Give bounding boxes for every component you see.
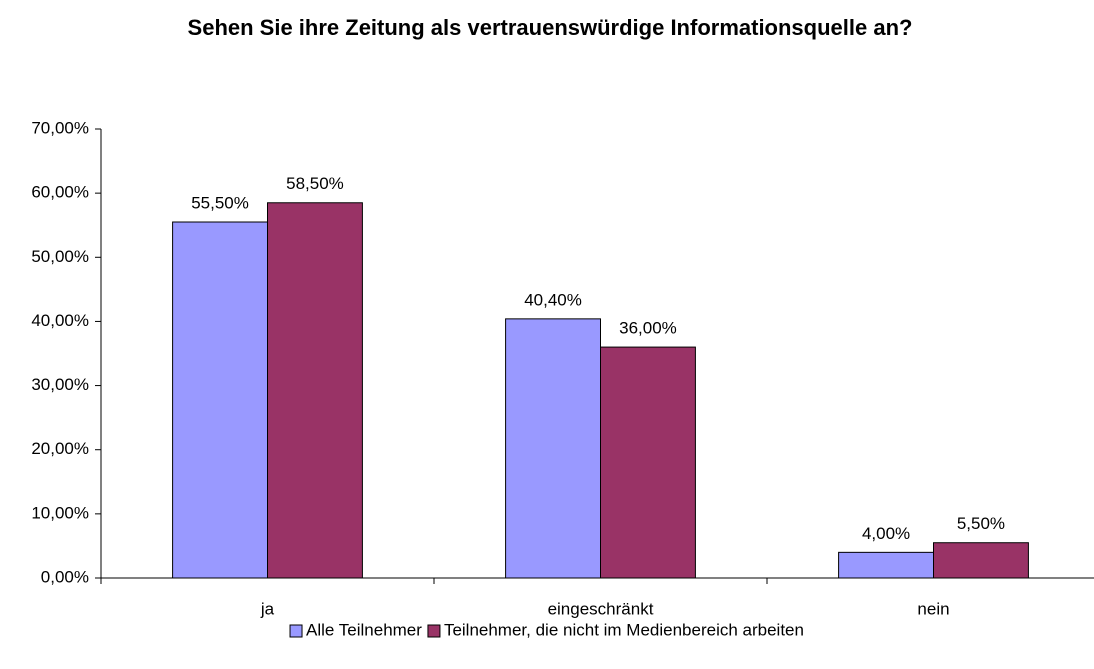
legend-label: Teilnehmer, die nicht im Medienbereich a… [444,620,804,639]
y-tick-label: 40,00% [31,311,89,330]
data-label: 5,50% [957,514,1005,533]
y-tick-label: 0,00% [41,567,89,586]
x-tick-label: eingeschränkt [548,599,654,618]
data-label: 55,50% [191,193,249,212]
legend-label: Alle Teilnehmer [306,620,422,639]
data-label: 4,00% [862,524,910,543]
bar [172,221,268,579]
y-tick-label: 10,00% [31,503,89,522]
data-label: 40,40% [524,290,582,309]
bar [267,202,363,579]
chart-title: Sehen Sie ihre Zeitung als vertrauenswür… [187,15,913,40]
y-tick-label: 20,00% [31,439,89,458]
bar [933,542,1029,579]
y-tick-label: 70,00% [31,118,89,137]
y-tick-label: 60,00% [31,183,89,202]
x-tick-label: nein [917,599,949,618]
data-label: 58,50% [286,174,344,193]
bar [505,318,601,579]
y-tick-label: 50,00% [31,247,89,266]
legend-swatch [427,624,441,638]
bar [838,551,934,579]
bar [600,346,696,579]
x-tick-label: ja [260,599,275,618]
legend-swatch [289,624,303,638]
data-label: 36,00% [619,319,677,338]
y-tick-label: 30,00% [31,375,89,394]
